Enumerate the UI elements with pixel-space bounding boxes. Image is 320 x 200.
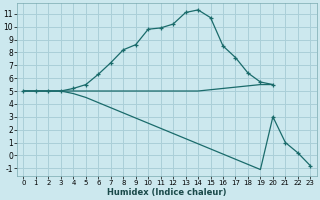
- X-axis label: Humidex (Indice chaleur): Humidex (Indice chaleur): [107, 188, 227, 197]
